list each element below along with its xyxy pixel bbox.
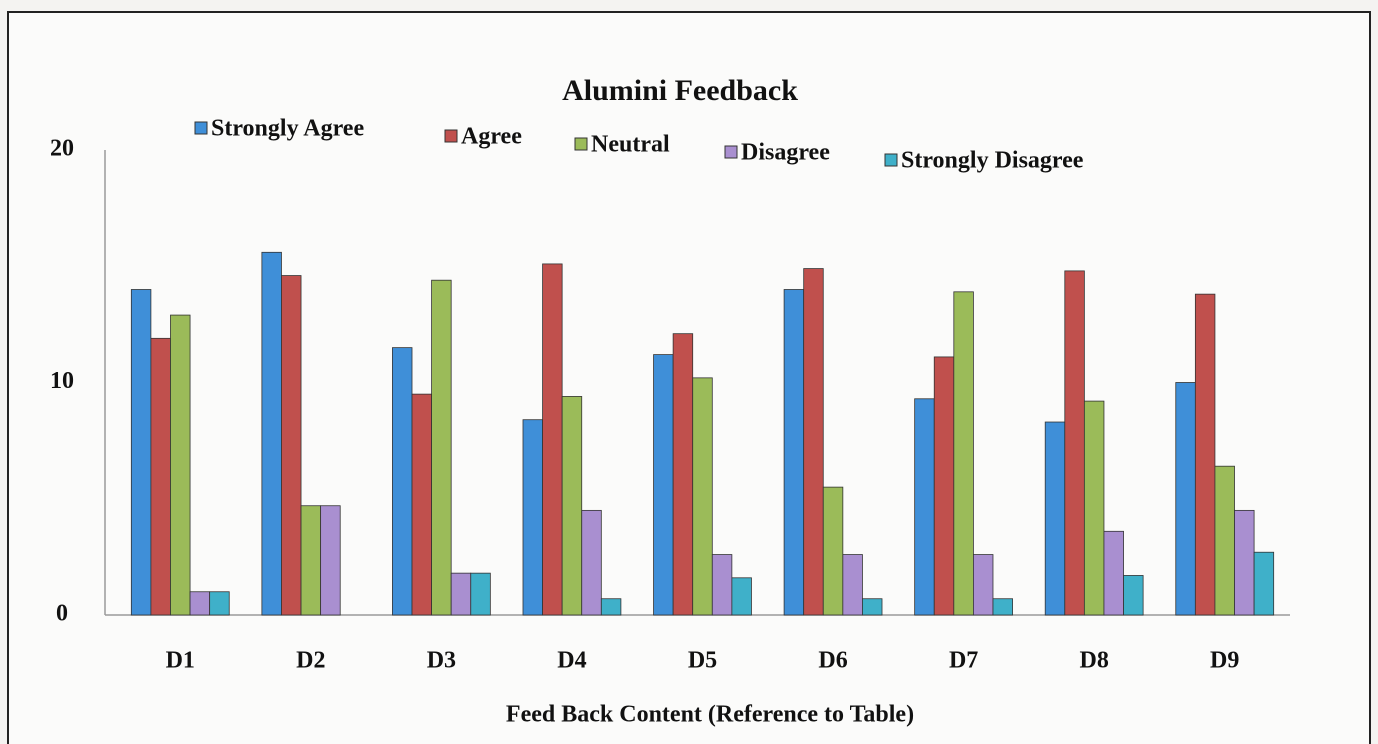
x-tick-label: D7 bbox=[949, 648, 978, 674]
bar bbox=[189, 591, 211, 616]
bar bbox=[992, 598, 1013, 616]
bar bbox=[1064, 270, 1085, 616]
bar bbox=[581, 509, 602, 616]
bar bbox=[1253, 551, 1275, 616]
bar bbox=[542, 263, 563, 616]
bar bbox=[1175, 382, 1196, 616]
bar bbox=[431, 279, 452, 616]
x-tick-label: D9 bbox=[1210, 648, 1239, 674]
bar bbox=[692, 377, 713, 616]
y-tick-label: 10 bbox=[50, 368, 74, 394]
bar bbox=[170, 314, 191, 616]
legend-swatch bbox=[724, 145, 738, 159]
bar bbox=[862, 598, 883, 616]
bar bbox=[130, 289, 152, 616]
bar bbox=[822, 486, 844, 616]
legend-swatch bbox=[574, 137, 588, 151]
x-tick-label: D5 bbox=[688, 648, 717, 674]
bar bbox=[1044, 421, 1066, 616]
bar bbox=[209, 591, 230, 616]
legend-label: Neutral bbox=[591, 132, 670, 158]
x-tick-label: D4 bbox=[557, 648, 586, 674]
x-tick-label: D1 bbox=[166, 648, 195, 674]
bar bbox=[953, 291, 974, 616]
legend-swatch bbox=[194, 121, 208, 135]
bar bbox=[933, 356, 955, 616]
y-tick-label: 0 bbox=[56, 601, 68, 627]
bar bbox=[803, 268, 824, 616]
legend-label: Agree bbox=[461, 124, 522, 150]
y-tick-label: 20 bbox=[50, 136, 74, 162]
bar bbox=[261, 251, 282, 616]
bar bbox=[522, 419, 543, 616]
bar bbox=[711, 554, 733, 616]
x-tick-label: D2 bbox=[296, 648, 325, 674]
bar bbox=[1194, 293, 1216, 616]
legend-swatch bbox=[884, 153, 898, 167]
bar bbox=[392, 347, 413, 616]
bar bbox=[470, 572, 491, 616]
legend-label: Disagree bbox=[741, 140, 830, 166]
bar bbox=[320, 505, 341, 616]
legend-swatch bbox=[444, 129, 458, 143]
x-tick-label: D6 bbox=[818, 648, 847, 674]
legend-label: Strongly Agree bbox=[211, 116, 364, 142]
bar bbox=[300, 505, 322, 616]
bar bbox=[1083, 400, 1105, 616]
bar bbox=[731, 577, 752, 616]
bar bbox=[783, 289, 805, 616]
bar bbox=[1214, 465, 1235, 616]
bar bbox=[281, 275, 302, 616]
bar bbox=[1123, 575, 1144, 616]
bar bbox=[653, 354, 674, 616]
bar bbox=[1103, 530, 1124, 616]
legend-label: Strongly Disagree bbox=[901, 148, 1084, 174]
bar bbox=[672, 333, 694, 616]
chart-title: Alumini Feedback bbox=[562, 74, 798, 107]
bar bbox=[1234, 509, 1255, 616]
bar bbox=[411, 393, 432, 616]
bar bbox=[150, 337, 171, 616]
bar bbox=[600, 598, 622, 616]
x-tick-label: D8 bbox=[1079, 648, 1108, 674]
bar bbox=[973, 554, 994, 616]
bar bbox=[842, 554, 863, 616]
bar bbox=[561, 396, 583, 616]
bar bbox=[914, 398, 935, 616]
x-axis-label: Feed Back Content (Reference to Table) bbox=[506, 702, 914, 728]
bar bbox=[450, 572, 472, 616]
x-tick-label: D3 bbox=[427, 648, 456, 674]
